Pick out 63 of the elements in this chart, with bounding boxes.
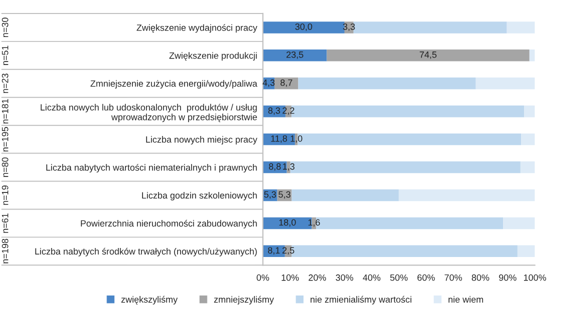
data-label: 1,0: [290, 135, 302, 143]
data-label: 18,0: [279, 219, 296, 227]
y-tick-label: Liczba godzin szkoleniowych: [142, 192, 257, 200]
bar: [298, 78, 476, 90]
bar: [326, 50, 530, 62]
x-tick-label: 90%: [499, 274, 516, 281]
y-tick-label: Powierzchnia nieruchomości zabudowanych: [80, 220, 257, 228]
bar: [529, 50, 535, 62]
text: n=30: [2, 18, 8, 38]
data-label: 23,5: [286, 51, 304, 59]
bar: [506, 22, 535, 34]
y-tick-label: Liczba nabytych wartości niematerialnych i prawnych: [46, 164, 257, 172]
legend-label: zwiększyliśmy: [121, 296, 178, 304]
bar: [262, 22, 344, 34]
data-label: 8,1: [268, 247, 280, 255]
x-tick-label: 40%: [362, 274, 380, 281]
text: n=61: [2, 213, 8, 233]
y-tick-label: Liczba nowych miejsc pracy: [146, 136, 258, 144]
text: n=181: [2, 99, 8, 124]
x-tick-label: 60%: [417, 274, 435, 281]
bar: [524, 105, 535, 118]
bar: [292, 189, 399, 202]
legend-label: nie zmienialiśmy wartości: [310, 296, 412, 304]
text: n=198: [2, 238, 8, 264]
bar: [353, 22, 507, 34]
x-tick-label: 20%: [308, 274, 326, 281]
data-label: 8,8: [268, 163, 281, 171]
y-tick-label: Liczba nabytych środków trwałych (nowych/używanych): [35, 248, 257, 256]
bar: [503, 217, 535, 230]
bar: [520, 161, 535, 174]
x-tick-label: 100%: [524, 274, 546, 281]
data-label: 5,3: [264, 191, 276, 199]
text: n=80: [2, 157, 8, 177]
y-tick-label: Zmniejszenie zużycia energii/wody/paliwa: [90, 80, 258, 89]
text: n=19: [2, 186, 8, 205]
bar: [262, 50, 327, 62]
bar: [520, 133, 535, 146]
data-label: 11,8: [271, 135, 287, 143]
y-tick-label: Liczba nowych lub udoskonalonych produktów / usług wprowadzonych w przedsiębiorstwie: [40, 104, 257, 122]
legend-label: zmniejszyliśmy: [214, 296, 274, 304]
text: n=51: [2, 46, 8, 65]
x-tick-label: 80%: [472, 274, 490, 281]
bar: [274, 78, 298, 90]
data-label: 1,6: [308, 219, 320, 227]
data-label: 8,7: [280, 79, 292, 87]
text: n=195: [2, 127, 8, 152]
data-label: 74,5: [420, 52, 437, 59]
y-tick-label: Zwiększenie produkcji: [169, 52, 257, 61]
y-tick-label: Zwiększenie wydajności pracy: [136, 24, 258, 33]
data-label: 8,3: [268, 107, 280, 115]
bar: [476, 78, 535, 90]
legend-label: nie wiem: [448, 296, 484, 303]
x-tick-label: 70%: [444, 274, 462, 281]
data-label: 1,3: [282, 163, 294, 171]
data-label: 5,3: [278, 191, 290, 199]
data-label: 30,0: [295, 23, 312, 31]
x-tick-label: 50%: [390, 274, 408, 281]
x-tick-label: 30%: [336, 274, 354, 281]
text: n=23: [2, 74, 8, 93]
x-tick-label: 0%: [256, 274, 270, 281]
bar: [398, 189, 535, 202]
x-tick-label: 10%: [282, 274, 299, 281]
bar: [517, 245, 535, 258]
